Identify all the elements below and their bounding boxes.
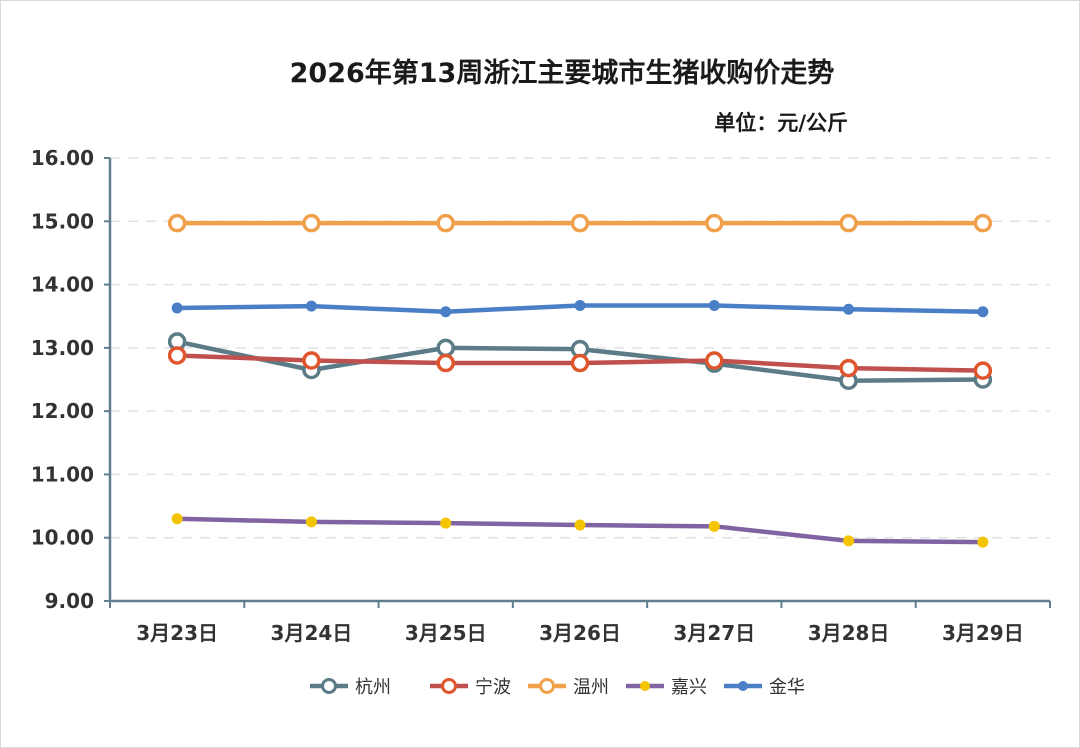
x-tick-label: 3月25日 (405, 621, 487, 645)
data-point-温州 (570, 213, 590, 233)
series-markers (167, 213, 993, 548)
axes (104, 157, 1051, 608)
legend-label: 杭州 (355, 677, 391, 698)
legend-swatch-marker (640, 681, 650, 691)
chart-title: 2026年第13周浙江主要城市生猪收购价走势 (290, 57, 835, 89)
y-tick-label: 12.00 (31, 399, 94, 423)
data-point-嘉兴 (305, 516, 317, 528)
data-point-温州 (705, 213, 724, 233)
data-point-温州 (302, 213, 321, 233)
data-point-宁波 (973, 361, 993, 380)
data-point-金华 (574, 299, 586, 311)
legend-swatch-marker (321, 678, 337, 694)
x-tick-label: 3月24日 (271, 621, 353, 645)
legend-swatch-marker (738, 681, 748, 691)
x-tick-label: 3月29日 (942, 621, 1024, 645)
y-tick-label: 9.00 (45, 589, 94, 613)
x-axis-ticks: 3月23日 3月24日 3月25日 3月26日 3月27日 3月28日 3月29日 (136, 621, 1023, 645)
y-axis-ticks: 9.00 10.00 11.00 12.00 13.00 14.00 15.00 16.00 (31, 146, 94, 613)
y-tick-label: 16.00 (31, 146, 94, 170)
data-point-温州 (436, 213, 455, 233)
legend: 杭州 宁波 温州 嘉兴 金华 (310, 677, 805, 698)
x-tick-label: 3月28日 (808, 621, 890, 645)
data-point-嘉兴 (843, 535, 855, 547)
legend-swatch-marker (539, 678, 555, 694)
data-point-宁波 (436, 353, 455, 373)
data-point-宁波 (167, 346, 187, 365)
data-point-温州 (167, 213, 187, 233)
y-tick-label: 13.00 (31, 336, 94, 360)
legend-label: 宁波 (475, 677, 511, 698)
data-point-金华 (305, 300, 317, 312)
legend-label: 嘉兴 (671, 677, 707, 698)
data-point-嘉兴 (977, 536, 989, 548)
x-tick-label: 3月26日 (539, 621, 621, 645)
data-point-宁波 (302, 351, 321, 370)
data-point-嘉兴 (171, 513, 183, 525)
data-point-金华 (977, 306, 989, 318)
x-tick-label: 3月23日 (136, 621, 218, 645)
y-tick-label: 14.00 (31, 273, 94, 297)
y-tick-label: 15.00 (31, 209, 94, 233)
data-point-嘉兴 (574, 519, 586, 531)
legend-label: 金华 (769, 677, 805, 698)
legend-swatch-marker (441, 678, 457, 694)
data-point-杭州 (436, 338, 455, 358)
data-point-金华 (171, 302, 183, 314)
series-lines (174, 220, 986, 545)
data-point-嘉兴 (440, 517, 452, 529)
x-tick-label: 3月27日 (673, 621, 755, 645)
data-point-金华 (440, 306, 452, 318)
data-point-宁波 (705, 351, 724, 370)
y-tick-label: 11.00 (31, 462, 94, 486)
y-tick-label: 10.00 (31, 526, 94, 550)
data-point-金华 (708, 299, 720, 311)
chart-unit-label: 单位：元/公斤 (714, 111, 848, 135)
data-point-温州 (973, 213, 993, 233)
data-point-温州 (839, 213, 858, 233)
data-point-宁波 (839, 358, 858, 378)
legend-label: 温州 (573, 677, 609, 698)
data-point-宁波 (570, 353, 590, 373)
data-point-金华 (843, 303, 855, 315)
data-point-嘉兴 (708, 520, 720, 532)
